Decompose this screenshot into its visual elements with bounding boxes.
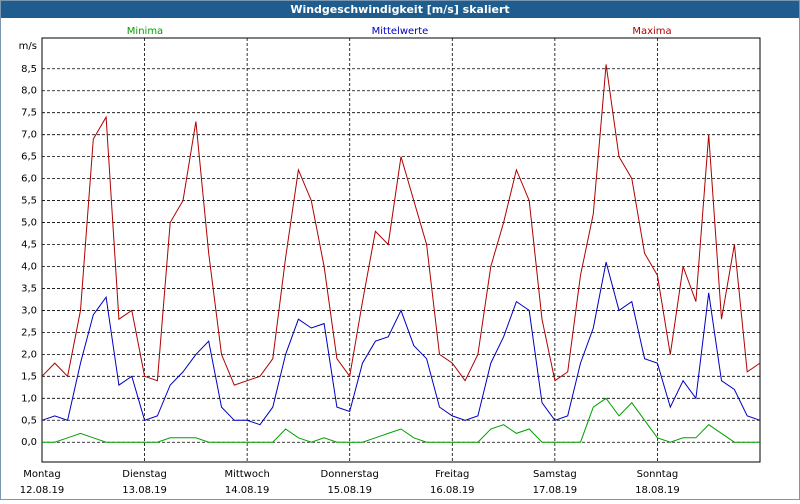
y-tick-label: 7,0: [21, 130, 37, 141]
x-tick-label: Mittwoch: [224, 469, 269, 480]
x-tick-date: 14.08.19: [225, 485, 270, 496]
x-tick-label: Montag: [23, 469, 60, 480]
x-tick-date: 17.08.19: [533, 485, 578, 496]
y-tick-label: 6,0: [21, 174, 37, 185]
legend-label: Maxima: [632, 26, 671, 37]
y-tick-label: 5,0: [21, 218, 37, 229]
y-tick-label: 5,5: [21, 196, 37, 207]
y-tick-label: 2,5: [21, 327, 37, 338]
y-tick-label: 3,0: [21, 305, 37, 316]
series-line: [41, 261, 761, 426]
plot-area: [41, 37, 761, 463]
x-tick-label: Dienstag: [122, 469, 167, 480]
y-tick-label: 2,0: [21, 349, 37, 360]
y-tick-label: 7,5: [21, 108, 37, 119]
y-tick-label: 0,5: [21, 415, 37, 426]
x-tick-date: 16.08.19: [430, 485, 475, 496]
series-line: [42, 397, 760, 443]
x-tick-label: Donnerstag: [321, 469, 379, 480]
legend-label: Minima: [127, 26, 163, 37]
series-line: [41, 64, 761, 386]
y-tick-label: 0,0: [21, 437, 37, 448]
y-tick-label: 8,0: [21, 86, 37, 97]
x-tick-label: Sonntag: [637, 469, 679, 480]
chart-title: Windgeschwindigkeit [m/s] skaliert: [290, 3, 509, 16]
y-tick-label: 3,5: [21, 283, 37, 294]
x-tick-date: 18.08.19: [635, 485, 680, 496]
legend-label: Mittelwerte: [372, 26, 429, 37]
x-tick-date: 15.08.19: [327, 485, 372, 496]
y-tick-label: 4,5: [21, 240, 37, 251]
x-tick-label: Freitag: [435, 469, 469, 480]
y-tick-label: 4,0: [21, 261, 37, 272]
y-tick-label: 8,5: [21, 64, 37, 75]
y-tick-label: 1,5: [21, 371, 37, 382]
y-axis-unit: m/s: [19, 41, 37, 52]
x-tick-label: Samstag: [533, 469, 577, 480]
x-tick-date: 13.08.19: [122, 485, 167, 496]
x-tick-date: 12.08.19: [20, 485, 65, 496]
y-tick-label: 6,5: [21, 152, 37, 163]
y-tick-label: 1,0: [21, 393, 37, 404]
title-bar: [1, 1, 799, 18]
